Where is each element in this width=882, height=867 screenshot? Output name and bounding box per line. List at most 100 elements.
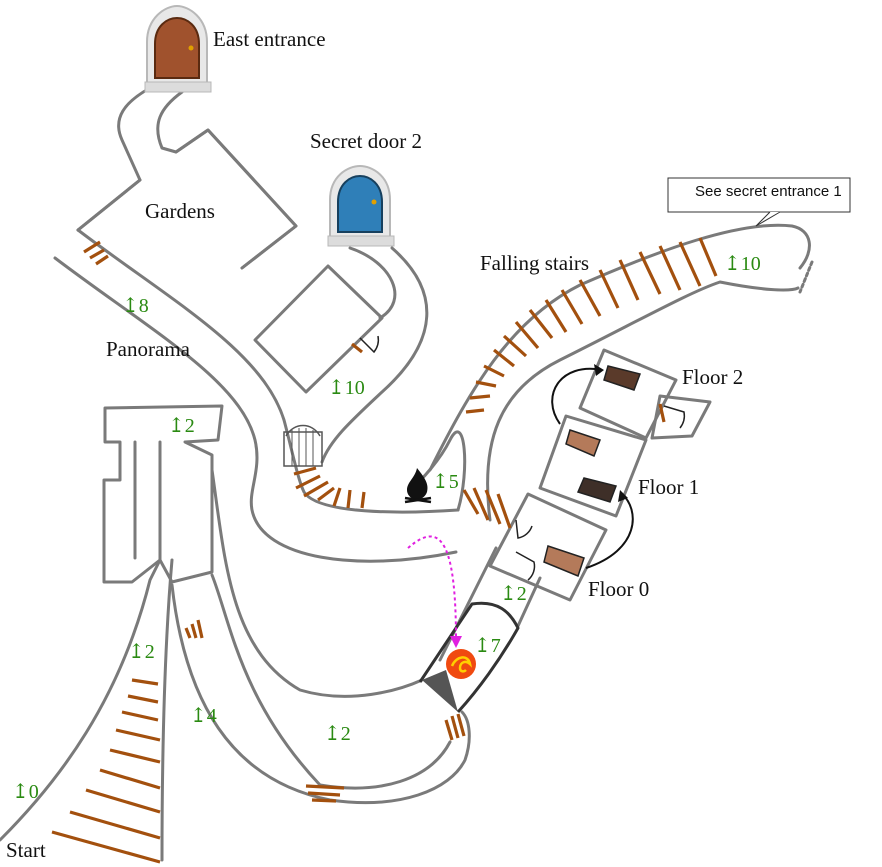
- wall-falling-bottom: [486, 280, 800, 522]
- wall-secret-corridor-outer: [320, 246, 429, 464]
- floor-0-room: [488, 492, 608, 602]
- wall-inner-right: [210, 573, 452, 790]
- callout-box[interactable]: See secret entrance 1: [667, 177, 851, 227]
- stair-falling-9: [544, 299, 568, 333]
- stair-falling-7: [514, 320, 540, 350]
- stair-falling-3: [475, 380, 497, 388]
- stair-start-2: [127, 694, 159, 704]
- stair-inner-1: [184, 627, 192, 639]
- label-east-entrance: East entrance: [213, 27, 326, 51]
- stair-falling-16: [678, 241, 702, 287]
- floor-stair-blocks: [543, 365, 641, 577]
- label-panorama: Panorama: [106, 337, 191, 361]
- arrow-floor1-to-floor2: [551, 367, 603, 425]
- stair-loop-5: [450, 715, 460, 739]
- stair-gate-6: [346, 489, 352, 509]
- wall-start-left: [0, 558, 162, 842]
- rooms: [76, 128, 712, 714]
- stair-block-floor1-upper: [565, 429, 601, 457]
- stair-floor0-3: [484, 489, 502, 525]
- wall-floor0-left: [438, 546, 498, 662]
- stair-inner-3: [196, 619, 204, 639]
- stair-floor0-4: [496, 493, 512, 529]
- place-labels: East entrance Secret door 2 Gardens Fall…: [6, 27, 743, 862]
- wall-panorama-outer: [53, 256, 458, 563]
- stair-panorama-3: [95, 254, 109, 266]
- stair-gate-4: [317, 486, 335, 502]
- stair-falling-11: [578, 279, 602, 317]
- stair-falling-17: [698, 237, 718, 277]
- elevation-panorama-path: ↥8: [122, 295, 149, 317]
- floor-arrows: [407, 364, 634, 648]
- stair-floor2-door: [658, 403, 666, 423]
- stair-start-6: [99, 768, 161, 790]
- elevation-start-top: ↥2: [128, 641, 155, 663]
- wall-secret-corridor-inner: [348, 246, 397, 320]
- stair-start-1: [131, 678, 159, 686]
- phoenix-wedge: [422, 670, 458, 712]
- stair-falling-13: [618, 259, 640, 301]
- stair-falling-1: [465, 408, 485, 414]
- door-swing-floor0-bottom: [515, 551, 536, 581]
- label-secret-door-2: Secret door 2: [310, 129, 422, 153]
- stair-floor0-1: [462, 489, 480, 515]
- elevation-inner-corridor: ↥4: [190, 705, 217, 727]
- stair-floor0-2: [472, 487, 490, 521]
- elevation-room-inner: ↥10: [328, 377, 365, 399]
- stair-start-7: [85, 788, 161, 814]
- wall-start-right: [160, 558, 174, 862]
- stair-secret-1: [351, 342, 363, 354]
- stair-start-8: [69, 810, 161, 840]
- door-swing-floor2: [663, 405, 686, 429]
- label-gardens: Gardens: [145, 199, 215, 223]
- elevation-phoenix-room: ↥7: [474, 635, 501, 657]
- wall-falling-outer: [408, 430, 467, 512]
- stair-loop-1: [305, 784, 345, 790]
- stair-falling-4: [483, 364, 505, 378]
- stair-falling-6: [502, 334, 528, 358]
- elevation-falling-top: ↥10: [724, 253, 761, 275]
- elevation-floor0-below: ↥2: [500, 583, 527, 605]
- wall-panorama-inner: [76, 228, 460, 514]
- stair-falling-15: [658, 245, 682, 291]
- stair-gate-5: [332, 487, 342, 507]
- label-start: Start: [6, 838, 46, 862]
- inner-room: [253, 264, 384, 394]
- blue-door-icon: [327, 164, 395, 247]
- gardens-room: [76, 128, 298, 270]
- stair-falling-10: [560, 289, 584, 325]
- corridor-walls: [0, 86, 814, 862]
- stair-falling-12: [598, 269, 620, 309]
- elevation-lower-loop: ↥2: [324, 723, 351, 745]
- label-floor-2: Floor 2: [682, 365, 743, 389]
- elevation-start-bottom: ↥0: [12, 781, 39, 803]
- stair-loop-6: [456, 713, 466, 737]
- arrow-head-floor1: [618, 490, 628, 502]
- door-swing-floor0-top: [515, 519, 533, 539]
- wall-falling-top: [428, 223, 811, 472]
- wall-lower-loop: [210, 468, 424, 698]
- stair-loop-2: [307, 791, 341, 797]
- stair-start-9: [51, 830, 161, 864]
- stair-falling-8: [528, 309, 554, 339]
- stair-panorama-1: [83, 240, 101, 254]
- label-falling-stairs: Falling stairs: [480, 251, 589, 275]
- stair-start-5: [109, 748, 161, 764]
- iron-gate-icon: [283, 424, 323, 467]
- stairs: [51, 237, 718, 864]
- stair-block-floor2: [603, 365, 641, 391]
- stair-gate-7: [360, 491, 366, 509]
- wall-east-corridor-outer: [76, 86, 152, 232]
- dashed-route-head: [450, 636, 462, 648]
- callout-text: See secret entrance 1: [695, 183, 842, 200]
- stair-falling-2: [469, 394, 491, 400]
- floor-1-room: [538, 414, 648, 518]
- stair-block-floor0: [543, 545, 585, 577]
- wall-falling-dotted: [798, 260, 814, 294]
- stair-falling-5: [493, 348, 515, 368]
- floor-2-annex: [650, 394, 712, 440]
- stair-inner-2: [190, 623, 198, 639]
- elevation-campfire: ↥5: [432, 471, 459, 493]
